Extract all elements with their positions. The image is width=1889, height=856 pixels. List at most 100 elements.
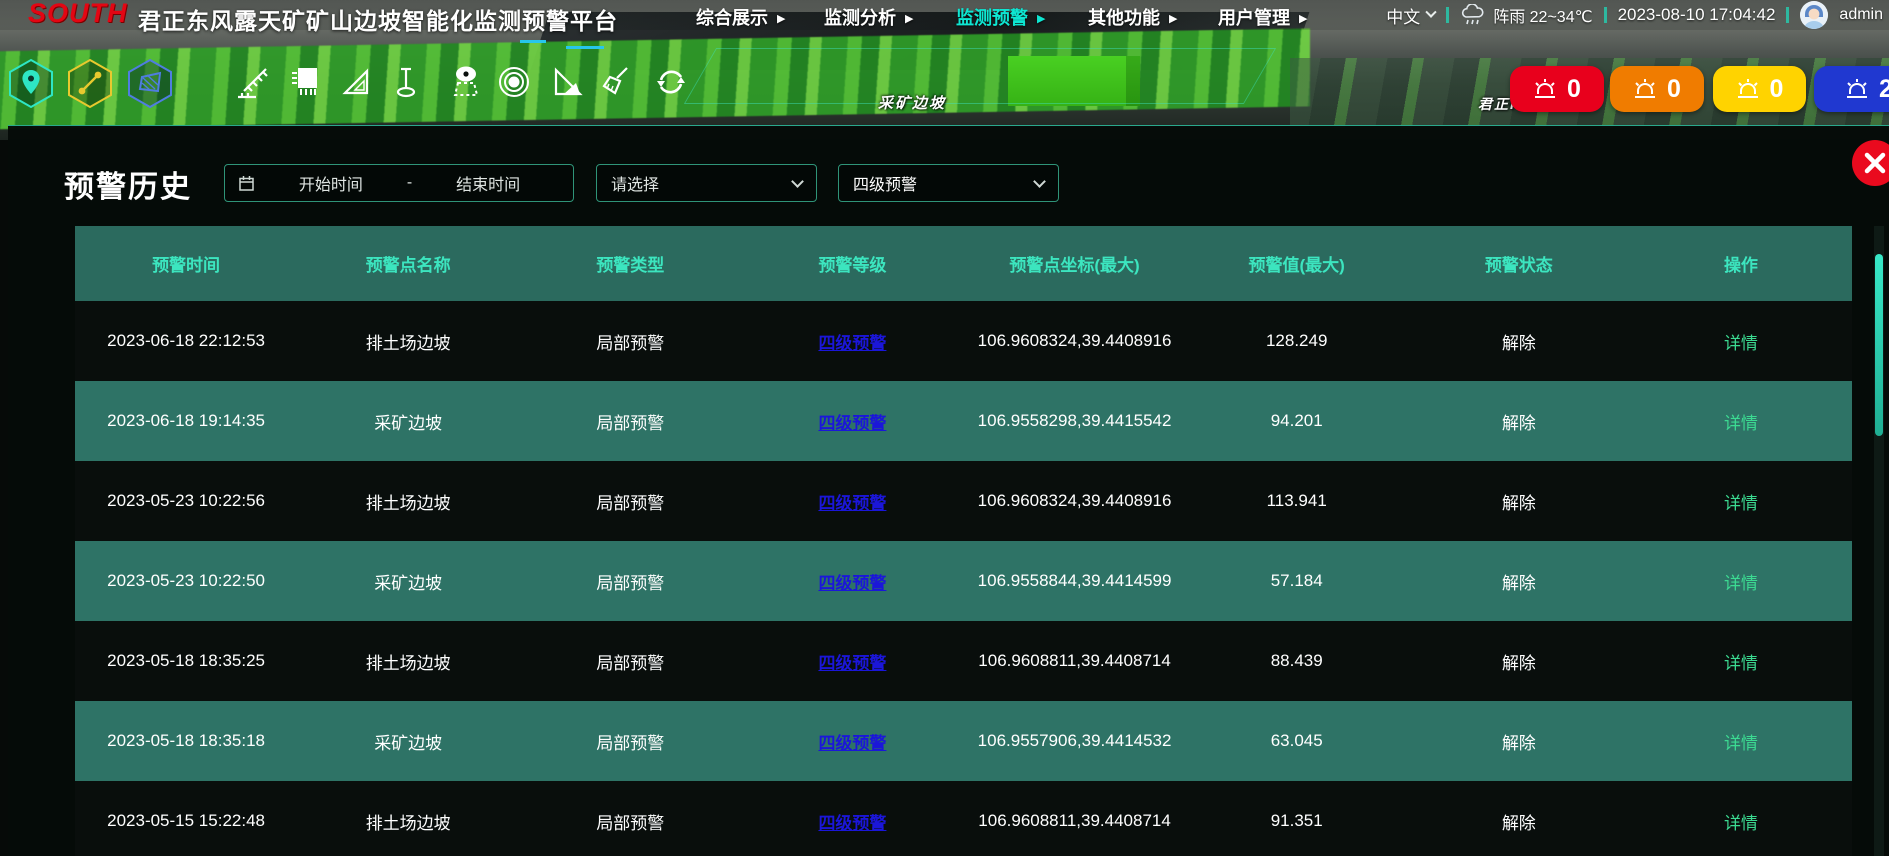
alert-badge-level2[interactable]: 0	[1610, 66, 1704, 112]
column-header: 预警等级	[818, 256, 887, 275]
column-header: 预警类型	[596, 256, 665, 275]
map-label-slope: 采矿边坡	[878, 95, 947, 112]
cell-warning-type: 局部预警	[596, 813, 665, 833]
warning-history-panel: 预警历史 开始时间 - 结束时间 请选择 四级预警 预警时间 预警点名称 预警类…	[8, 125, 1889, 856]
close-button[interactable]	[1852, 140, 1889, 186]
user-avatar[interactable]	[1800, 1, 1829, 29]
table-row: 2023-05-23 10:22:56 排土场边坡 局部预警 四级预警 106.…	[75, 461, 1852, 541]
location-pin-icon	[22, 70, 40, 94]
alert-badge-level3[interactable]: 0	[1713, 66, 1806, 112]
target-circles-button[interactable]	[496, 64, 532, 100]
nav-item-warning[interactable]: 监测预警 ▶	[956, 8, 1046, 28]
cloud-rain-icon	[1462, 4, 1484, 25]
surface-chip-icon	[292, 68, 317, 95]
map-polyline-segment	[566, 46, 604, 49]
cell-status: 解除	[1501, 733, 1536, 753]
chevron-down-icon	[1425, 6, 1437, 18]
cell-warning-level-link[interactable]: 四级预警	[818, 733, 887, 753]
nav-arrow-icon: ▶	[1299, 12, 1308, 25]
refresh-button[interactable]	[653, 64, 689, 100]
cell-warning-time: 2023-05-15 15:22:48	[107, 811, 265, 830]
cell-detail-link[interactable]: 详情	[1723, 573, 1758, 593]
cell-point-name: 排土场边坡	[365, 813, 451, 833]
close-icon	[1864, 152, 1886, 174]
table-header-row: 预警时间 预警点名称 预警类型 预警等级 预警点坐标(最大) 预警值(最大) 预…	[75, 226, 1852, 301]
scrollbar-thumb[interactable]	[1875, 254, 1883, 436]
cell-warning-level-link[interactable]: 四级预警	[818, 653, 887, 673]
column-header: 预警点坐标(最大)	[1009, 256, 1140, 275]
date-range-input[interactable]: 开始时间 - 结束时间	[224, 164, 574, 202]
chevron-down-icon	[1033, 174, 1046, 188]
divider	[1603, 7, 1607, 23]
nav-item-analysis[interactable]: 监测分析 ▶	[824, 8, 914, 28]
map-building	[1008, 56, 1140, 106]
cell-warning-level-link[interactable]: 四级预警	[818, 413, 887, 433]
siren-icon	[1635, 79, 1656, 98]
warning-level-select[interactable]: 四级预警	[838, 164, 1059, 202]
cell-warning-value: 91.351	[1270, 811, 1323, 830]
cell-warning-time: 2023-05-23 10:22:50	[107, 571, 265, 590]
surface-chip-button[interactable]	[288, 64, 324, 100]
select-value: 四级预警	[853, 177, 918, 194]
cell-warning-level-link[interactable]: 四级预警	[818, 333, 887, 353]
panel-title: 预警历史	[64, 171, 192, 204]
alert-badge-level1[interactable]: 0	[1510, 66, 1604, 112]
clear-broom-button[interactable]	[599, 64, 635, 100]
brand-logo: SOUTH	[28, 0, 128, 28]
nav-item-overview[interactable]: 综合展示 ▶	[696, 8, 786, 28]
cell-point-name: 采矿边坡	[374, 573, 443, 593]
cell-coordinates: 106.9608811,39.4408714	[978, 811, 1171, 830]
page-title: 君正东风露天矿矿山边坡智能化监测预警平台	[138, 8, 618, 34]
cell-detail-link[interactable]: 详情	[1723, 733, 1758, 753]
flag-pole-button[interactable]	[388, 64, 424, 100]
cell-warning-level-link[interactable]: 四级预警	[818, 813, 887, 833]
alert-count: 0	[1769, 74, 1784, 103]
cell-warning-type: 局部预警	[596, 493, 665, 513]
cell-warning-level-link[interactable]: 四级预警	[818, 493, 887, 513]
nav-item-user-mgmt[interactable]: 用户管理 ▶	[1218, 8, 1308, 28]
flag-pole-icon	[396, 67, 416, 98]
cell-warning-value: 94.201	[1270, 411, 1323, 430]
nav-arrow-icon: ▶	[1037, 12, 1046, 25]
end-time-placeholder: 结束时间	[456, 177, 521, 194]
cell-detail-link[interactable]: 详情	[1723, 413, 1758, 433]
nav-arrow-icon: ▶	[1169, 12, 1178, 25]
warning-type-select[interactable]: 请选择	[596, 164, 817, 202]
cell-detail-link[interactable]: 详情	[1723, 653, 1758, 673]
cell-point-name: 排土场边坡	[365, 653, 451, 673]
location-pin-hex-button[interactable]	[8, 58, 54, 108]
nav-item-other[interactable]: 其他功能 ▶	[1088, 8, 1178, 28]
column-header: 预警值(最大)	[1248, 256, 1345, 275]
cell-detail-link[interactable]: 详情	[1723, 493, 1758, 513]
slope-ruler-button[interactable]	[236, 64, 272, 100]
table-row: 2023-06-18 19:14:35 采矿边坡 局部预警 四级预警 106.9…	[75, 381, 1852, 461]
angle-measure-button[interactable]	[548, 64, 584, 100]
cell-warning-value: 113.941	[1266, 491, 1327, 510]
column-header: 预警时间	[152, 256, 221, 275]
cell-warning-value: 57.184	[1270, 571, 1323, 590]
camera-view-icon	[453, 66, 479, 96]
alert-count: 0	[1667, 74, 1681, 103]
cell-detail-link[interactable]: 详情	[1723, 813, 1758, 833]
measure-line-hex-button[interactable]	[67, 58, 113, 108]
set-square-button[interactable]	[338, 64, 374, 100]
scrollbar-track[interactable]	[1874, 226, 1884, 856]
table-row: 2023-05-15 15:22:48 排土场边坡 局部预警 四级预警 106.…	[75, 781, 1852, 856]
siren-icon	[1847, 79, 1868, 98]
measure-area-hex-button[interactable]	[127, 58, 173, 108]
cell-detail-link[interactable]: 详情	[1723, 333, 1758, 353]
select-placeholder: 请选择	[611, 177, 660, 194]
cell-coordinates: 106.9557906,39.4414532	[977, 731, 1172, 750]
language-selector[interactable]: 中文	[1386, 3, 1437, 28]
top-nav-bar: SOUTH 君正东风露天矿矿山边坡智能化监测预警平台 综合展示 ▶ 监测分析 ▶ 监…	[0, 0, 1889, 34]
alert-badge-level4[interactable]: 2	[1814, 66, 1889, 112]
cell-warning-level-link[interactable]: 四级预警	[818, 573, 887, 593]
camera-view-button[interactable]	[448, 64, 484, 100]
cell-warning-time: 2023-05-23 10:22:56	[107, 491, 265, 510]
calendar-icon	[239, 175, 254, 191]
cell-warning-time: 2023-06-18 22:12:53	[107, 331, 265, 350]
cell-point-name: 排土场边坡	[365, 333, 451, 353]
angle-measure-icon	[554, 67, 583, 96]
set-square-icon	[342, 68, 369, 95]
